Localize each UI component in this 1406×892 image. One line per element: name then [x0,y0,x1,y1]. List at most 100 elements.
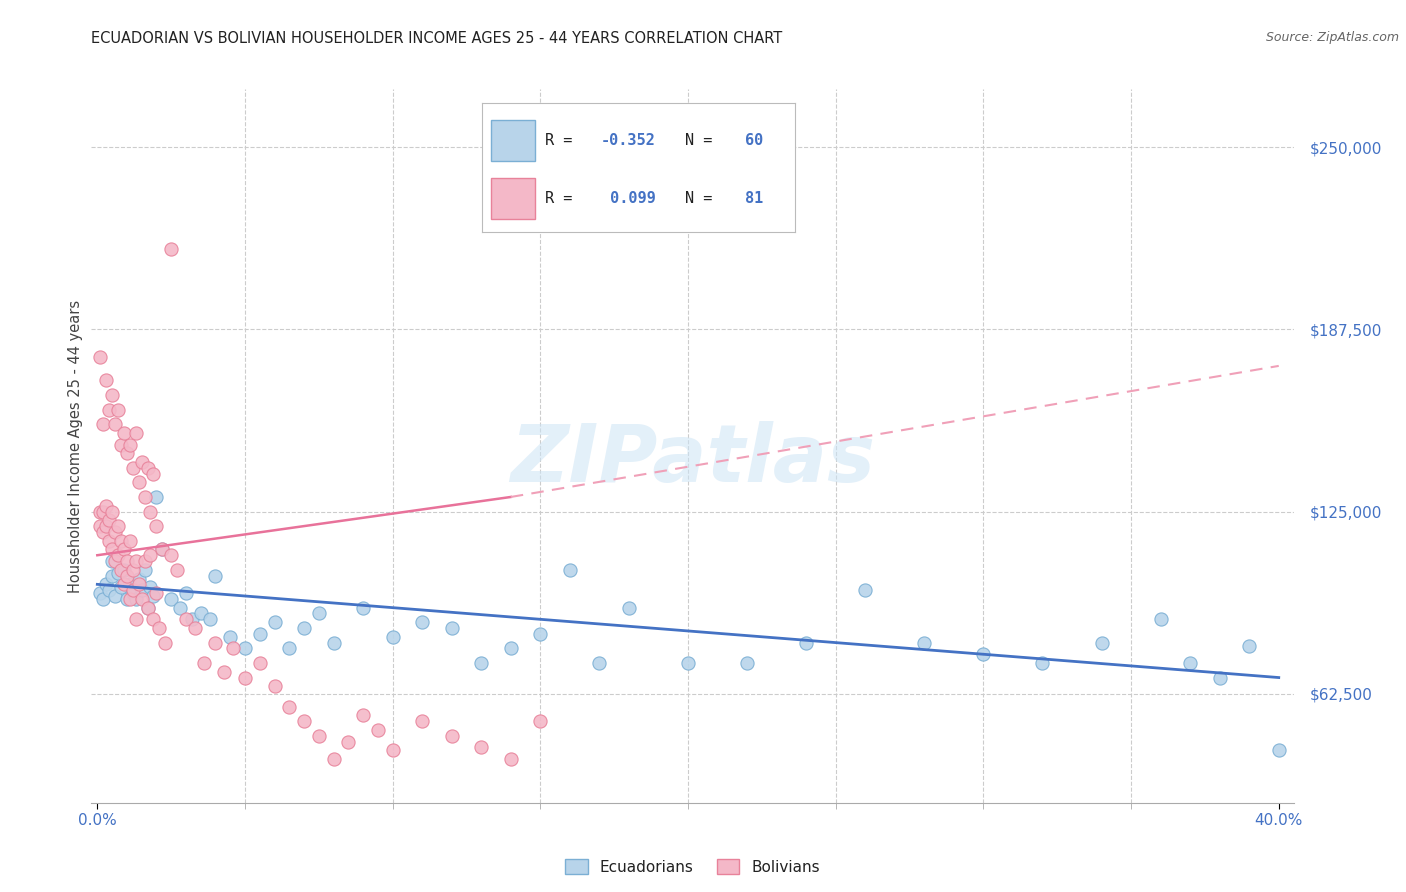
Point [499,752,522,766]
Point [470,740,492,755]
Point [121,460,143,475]
Point [139,504,162,518]
Point [118,437,141,451]
Point [1237,639,1260,653]
Point [131,583,153,598]
Point [128,572,150,586]
Point [101,554,124,568]
Point [128,475,150,490]
Point [110,533,132,548]
Point [125,425,148,440]
Point [193,656,215,670]
Point [136,600,159,615]
Point [134,554,156,568]
Point [98,533,121,548]
Point [115,446,138,460]
Point [96,519,118,533]
Point [381,630,404,644]
Point [125,591,148,606]
Point [107,519,129,533]
Point [148,621,170,635]
Point [145,586,167,600]
Point [1149,612,1171,626]
Point [337,734,360,748]
Point [91,591,114,606]
Point [233,641,256,656]
Point [112,542,135,557]
Point [160,591,183,606]
Point [110,580,132,594]
Point [794,635,817,649]
Point [263,679,285,693]
Point [115,554,138,568]
Point [91,504,114,518]
Point [89,519,111,533]
Point [1178,656,1201,670]
Point [134,563,156,577]
Point [89,350,111,364]
Point [98,583,121,598]
Point [134,490,156,504]
Point [617,600,640,615]
Point [529,714,551,729]
Point [308,607,330,621]
Point [104,554,127,568]
Point [118,591,141,606]
Point [128,577,150,591]
Point [440,729,463,743]
Point [912,635,935,649]
Point [190,607,212,621]
Text: ECUADORIAN VS BOLIVIAN HOUSEHOLDER INCOME AGES 25 - 44 YEARS CORRELATION CHART: ECUADORIAN VS BOLIVIAN HOUSEHOLDER INCOM… [91,31,783,46]
Point [214,665,236,679]
Point [499,641,522,656]
Point [160,243,183,257]
Point [121,586,143,600]
Text: Source: ZipAtlas.com: Source: ZipAtlas.com [1265,31,1399,45]
Point [107,548,129,562]
Point [112,425,135,440]
Point [145,490,167,504]
Point [184,621,207,635]
Point [411,615,433,630]
Point [558,563,581,577]
Point [96,374,118,388]
Point [96,577,118,591]
Point [131,455,153,469]
Point [150,542,173,557]
Point [131,591,153,606]
Point [112,563,135,577]
Point [121,583,143,598]
Point [118,577,141,591]
Point [110,563,132,577]
Point [322,752,344,766]
Point [101,504,124,518]
Point [136,460,159,475]
Point [249,656,271,670]
Point [98,513,121,527]
Point [112,577,135,591]
Point [107,402,129,417]
Point [204,635,226,649]
Point [150,542,173,557]
Point [174,586,197,600]
Point [440,621,463,635]
Point [529,627,551,641]
Point [352,708,374,723]
Point [142,467,165,481]
Point [204,568,226,582]
Point [1090,635,1112,649]
Point [160,548,183,562]
Point [110,437,132,451]
Point [101,542,124,557]
Point [180,612,202,626]
Point [322,635,344,649]
Point [169,600,191,615]
Point [233,671,256,685]
Point [219,630,242,644]
Point [118,533,141,548]
Point [1208,671,1230,685]
Point [278,641,301,656]
Point [249,627,271,641]
Point [367,723,389,737]
Point [89,586,111,600]
